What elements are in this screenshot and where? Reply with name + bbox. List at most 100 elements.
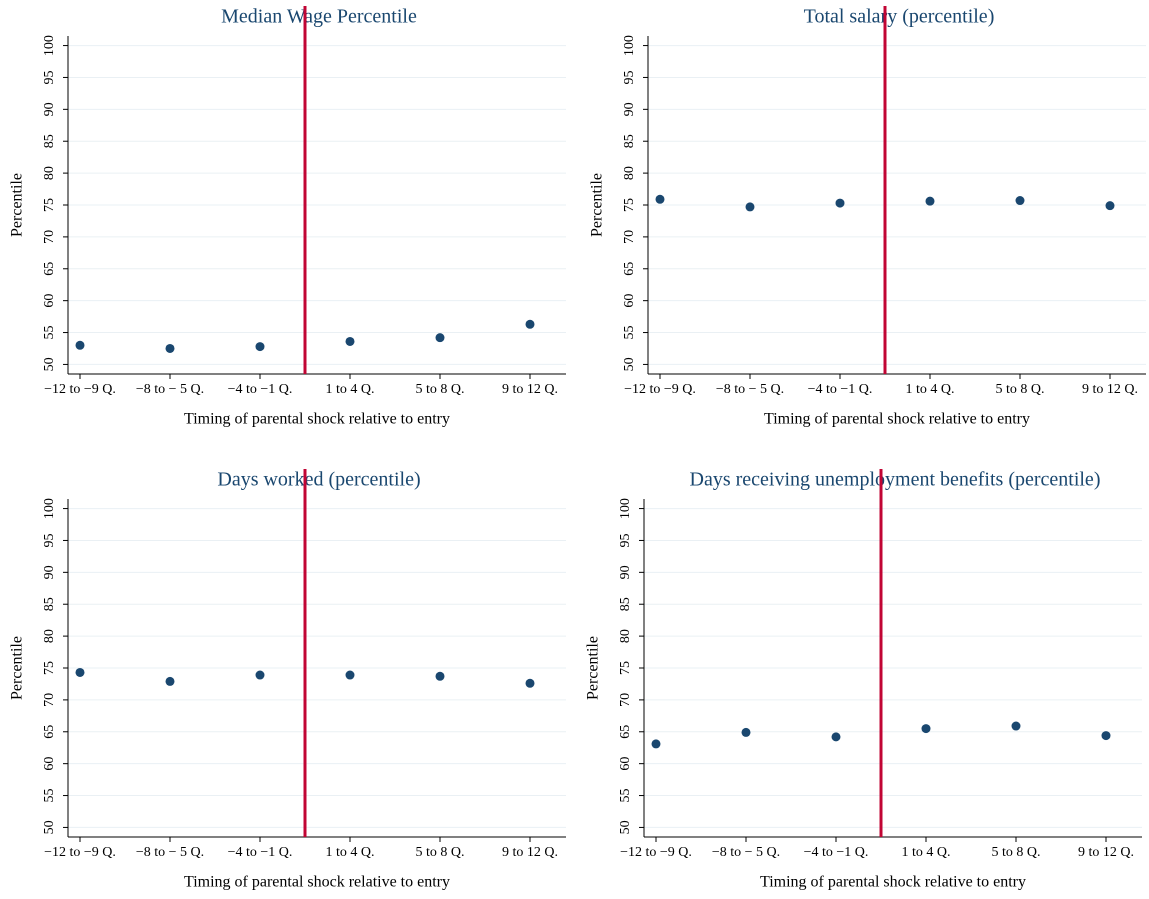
y-tick-label: 85 — [622, 134, 637, 148]
point — [435, 671, 445, 681]
chart-title: Days worked (percentile) — [217, 469, 420, 491]
point — [651, 739, 661, 749]
x-tick-label: 9 to 12 Q. — [502, 382, 558, 397]
x-tick-label: 5 to 8 Q. — [992, 845, 1041, 860]
y-tick-label: 50 — [42, 820, 57, 834]
x-tick-label: −8 to − 5 Q. — [716, 382, 784, 397]
y-tick-label: 85 — [42, 134, 57, 148]
y-tick-label: 65 — [42, 262, 57, 276]
y-tick-label: 80 — [42, 166, 57, 180]
x-tick-label: −8 to − 5 Q. — [136, 845, 204, 860]
y-tick-label: 65 — [622, 262, 637, 276]
y-tick-label: 95 — [42, 70, 57, 84]
x-tick-label: −8 to − 5 Q. — [136, 382, 204, 397]
y-tick-label: 95 — [42, 533, 57, 547]
x-tick-label: 9 to 12 Q. — [1078, 845, 1134, 860]
y-tick-label: 90 — [42, 565, 57, 579]
x-tick-label: 5 to 8 Q. — [416, 845, 465, 860]
y-tick-label: 50 — [42, 357, 57, 371]
y-tick-label: 65 — [42, 725, 57, 739]
point — [925, 196, 935, 206]
y-tick-label: 90 — [42, 102, 57, 116]
point — [741, 727, 751, 737]
y-tick-label: 100 — [42, 498, 57, 519]
y-tick-label: 60 — [42, 757, 57, 771]
y-tick-label: 80 — [622, 166, 637, 180]
x-tick-label: 1 to 4 Q. — [326, 845, 375, 860]
x-axis-label: Timing of parental shock relative to ent… — [184, 411, 450, 428]
y-tick-label: 95 — [622, 70, 637, 84]
x-tick-label: −4 to −1 Q. — [228, 845, 293, 860]
point — [255, 670, 265, 680]
y-tick-label: 70 — [622, 230, 637, 244]
point — [165, 676, 175, 686]
point — [435, 333, 445, 343]
y-tick-label: 55 — [42, 326, 57, 340]
y-tick-label: 85 — [42, 597, 57, 611]
y-tick-label: 75 — [42, 198, 57, 212]
x-axis-label: Timing of parental shock relative to ent… — [760, 874, 1026, 891]
y-tick-label: 75 — [42, 661, 57, 675]
x-tick-label: −12 to −9 Q. — [44, 382, 116, 397]
x-tick-label: 1 to 4 Q. — [326, 382, 375, 397]
y-axis-label: Percentile — [585, 636, 602, 700]
point — [921, 724, 931, 734]
point — [835, 198, 845, 208]
x-tick-label: 5 to 8 Q. — [416, 382, 465, 397]
x-tick-label: −8 to − 5 Q. — [712, 845, 780, 860]
x-tick-label: 9 to 12 Q. — [502, 845, 558, 860]
chart-title: Median Wage Percentile — [221, 6, 417, 28]
point — [831, 732, 841, 742]
y-tick-label: 55 — [618, 789, 633, 803]
y-tick-label: 50 — [622, 357, 637, 371]
y-axis-label: Percentile — [9, 636, 26, 700]
point — [1105, 201, 1115, 211]
point — [345, 336, 355, 346]
x-tick-label: −12 to −9 Q. — [620, 845, 692, 860]
x-tick-label: 1 to 4 Q. — [906, 382, 955, 397]
y-tick-label: 65 — [618, 725, 633, 739]
y-tick-label: 70 — [618, 693, 633, 707]
y-tick-label: 80 — [42, 629, 57, 643]
point — [745, 202, 755, 212]
x-tick-label: 5 to 8 Q. — [996, 382, 1045, 397]
y-tick-label: 55 — [622, 326, 637, 340]
y-tick-label: 60 — [618, 757, 633, 771]
y-tick-label: 100 — [42, 35, 57, 56]
point — [1011, 721, 1021, 731]
y-tick-label: 75 — [622, 198, 637, 212]
point — [165, 343, 175, 353]
y-tick-label: 90 — [622, 102, 637, 116]
point — [1015, 196, 1025, 206]
y-tick-label: 70 — [42, 230, 57, 244]
x-tick-label: −4 to −1 Q. — [804, 845, 869, 860]
x-tick-label: −4 to −1 Q. — [808, 382, 873, 397]
y-tick-label: 70 — [42, 693, 57, 707]
point — [75, 667, 85, 677]
y-tick-label: 60 — [622, 294, 637, 308]
y-axis-label: Percentile — [9, 173, 26, 237]
chart-title: Total salary (percentile) — [804, 6, 995, 28]
x-tick-label: −4 to −1 Q. — [228, 382, 293, 397]
x-axis-label: Timing of parental shock relative to ent… — [764, 411, 1030, 428]
y-tick-label: 60 — [42, 294, 57, 308]
x-tick-label: −12 to −9 Q. — [44, 845, 116, 860]
x-tick-label: −12 to −9 Q. — [624, 382, 696, 397]
point — [75, 340, 85, 350]
y-axis-label: Percentile — [589, 173, 606, 237]
y-tick-label: 100 — [618, 498, 633, 519]
point — [1101, 731, 1111, 741]
y-tick-label: 100 — [622, 35, 637, 56]
chart-title: Days receiving unemployment benefits (pe… — [690, 469, 1101, 491]
y-tick-label: 95 — [618, 533, 633, 547]
point — [255, 342, 265, 352]
x-axis-label: Timing of parental shock relative to ent… — [184, 874, 450, 891]
point — [345, 670, 355, 680]
point — [525, 319, 535, 329]
x-tick-label: 9 to 12 Q. — [1082, 382, 1138, 397]
point — [655, 194, 665, 204]
y-tick-label: 90 — [618, 565, 633, 579]
y-tick-label: 85 — [618, 597, 633, 611]
y-tick-label: 80 — [618, 629, 633, 643]
